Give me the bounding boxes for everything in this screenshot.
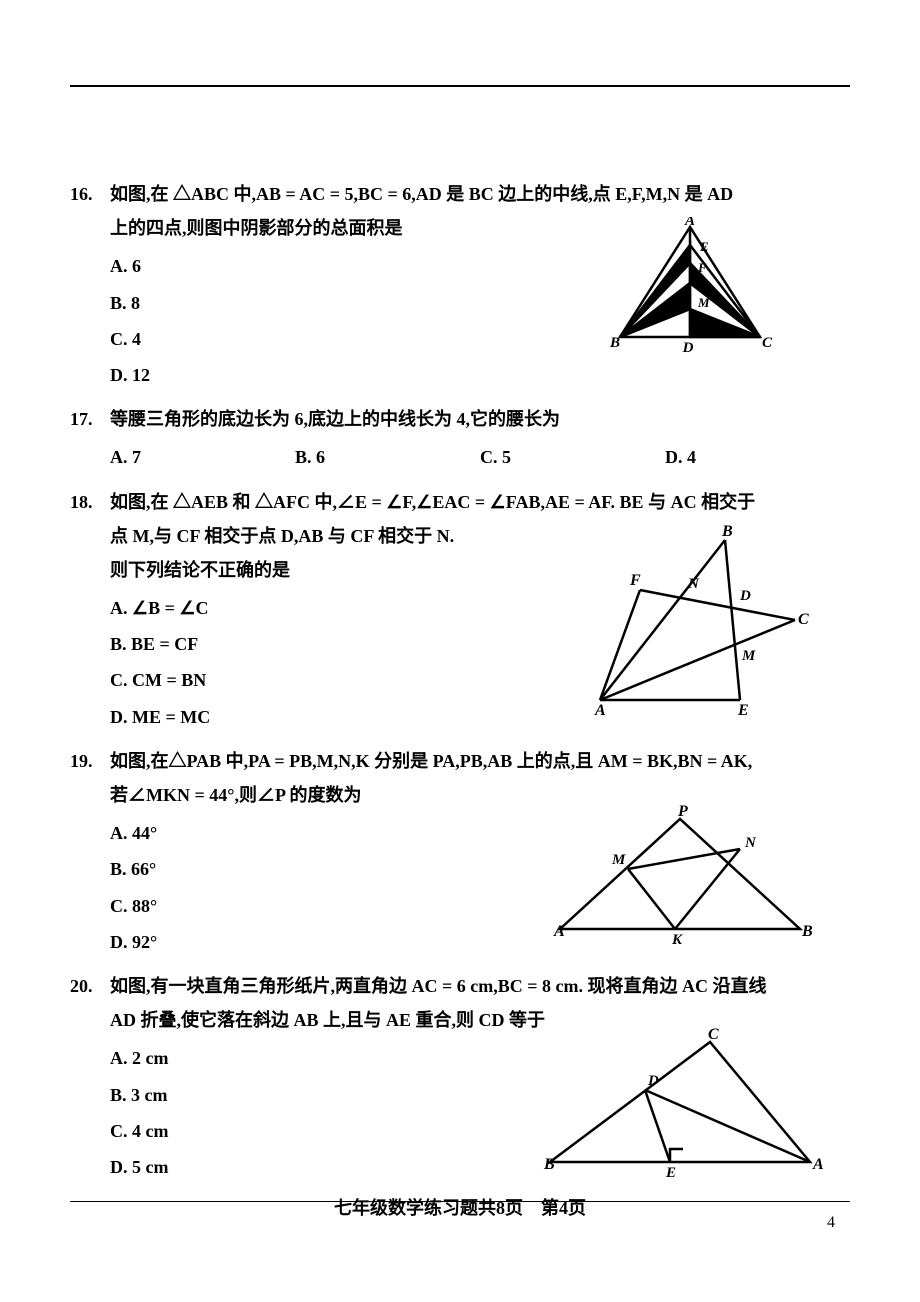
q16-label-N: N	[697, 313, 708, 328]
top-rule	[70, 85, 850, 87]
page: 16. 如图,在 △ABC 中,AB = AC = 5,BC = 6,AD 是 …	[0, 0, 920, 1302]
q16-label-A: A	[684, 217, 695, 229]
q19-label-A: A	[553, 923, 565, 940]
q16-figure: A E F M N B D C	[590, 217, 790, 362]
q16-label-F: F	[697, 260, 707, 275]
question-17: 17. 等腰三角形的底边长为 6,底边上的中线长为 4,它的腰长为 A. 7 B…	[70, 402, 850, 474]
q17-choice-d: D. 4	[665, 440, 850, 474]
q18-number: 18.	[70, 485, 110, 588]
q20-label-A: A	[812, 1156, 824, 1173]
question-20: 20. 如图,有一块直角三角形纸片,两直角边 AC = 6 cm,BC = 8 …	[70, 969, 850, 1184]
q17-number: 17.	[70, 402, 110, 436]
q16-label-D: D	[682, 340, 694, 356]
q17-choice-c: C. 5	[480, 440, 665, 474]
question-16: 16. 如图,在 △ABC 中,AB = AC = 5,BC = 6,AD 是 …	[70, 177, 850, 392]
q18-label-D: D	[739, 588, 751, 604]
q18-label-F: F	[629, 572, 641, 589]
q20-number: 20.	[70, 969, 110, 1037]
q16-choice-d: D. 12	[110, 358, 850, 392]
question-18: 18. 如图,在 △AEB 和 △AFC 中,∠E = ∠F,∠EAC = ∠F…	[70, 485, 850, 734]
q16-label-C: C	[762, 335, 773, 351]
q16-stem-line1: 如图,在 △ABC 中,AB = AC = 5,BC = 6,AD 是 BC 边…	[110, 177, 850, 211]
q16-label-E: E	[699, 239, 709, 254]
q18-label-E: E	[737, 702, 749, 715]
q19-figure: A B P M N K	[540, 804, 820, 944]
q18-stem-line1: 如图,在 △AEB 和 △AFC 中,∠E = ∠F,∠EAC = ∠FAB,A…	[110, 485, 850, 519]
q19-stem-line1: 如图,在△PAB 中,PA = PB,M,N,K 分别是 PA,PB,AB 上的…	[110, 744, 850, 778]
q20-label-E: E	[665, 1165, 676, 1177]
q19-label-K: K	[671, 932, 683, 944]
corner-page-number: 4	[827, 1214, 835, 1232]
q18-figure: A E F B C N D M	[570, 520, 810, 715]
q18-label-C: C	[798, 611, 809, 628]
q19-label-B: B	[801, 923, 813, 940]
q20-label-D: D	[647, 1073, 659, 1089]
q19-label-N: N	[744, 835, 757, 851]
q18-label-M: M	[741, 648, 756, 664]
q20-stem-line1: 如图,有一块直角三角形纸片,两直角边 AC = 6 cm,BC = 8 cm. …	[110, 969, 850, 1003]
q17-choice-b: B. 6	[295, 440, 480, 474]
q17-choices: A. 7 B. 6 C. 5 D. 4	[110, 440, 850, 474]
q20-figure: B A C D E	[530, 1027, 830, 1177]
question-19: 19. 如图,在△PAB 中,PA = PB,M,N,K 分别是 PA,PB,A…	[70, 744, 850, 959]
q20-label-C: C	[708, 1027, 719, 1043]
q16-number: 16.	[70, 177, 110, 245]
q19-number: 19.	[70, 744, 110, 812]
q19-label-M: M	[611, 852, 626, 868]
q16-label-M: M	[697, 295, 710, 310]
footer-text: 七年级数学练习题共8页 第4页	[70, 1194, 850, 1220]
q19-label-P: P	[677, 804, 688, 820]
q17-choice-a: A. 7	[110, 440, 295, 474]
q18-label-A: A	[594, 702, 606, 715]
q17-stem: 等腰三角形的底边长为 6,底边上的中线长为 4,它的腰长为	[110, 402, 850, 436]
q20-label-B: B	[543, 1156, 555, 1173]
q18-label-B: B	[721, 523, 733, 540]
bottom-rule	[70, 1201, 850, 1202]
q16-label-B: B	[609, 335, 620, 351]
q18-label-N: N	[687, 576, 700, 592]
